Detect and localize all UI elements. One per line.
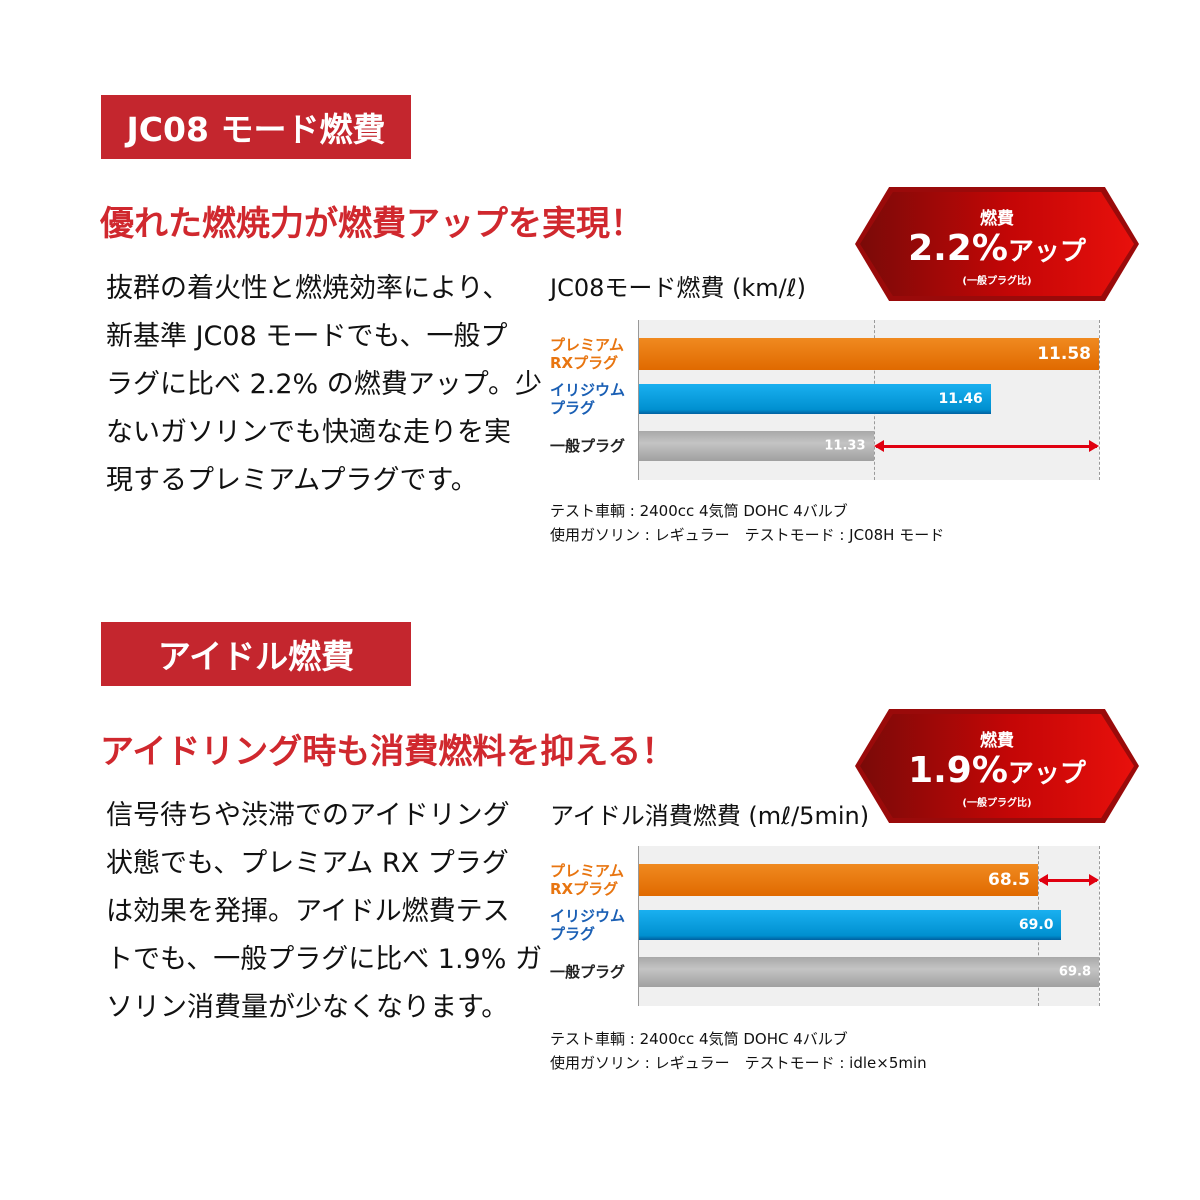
reference-line: [1099, 846, 1100, 1006]
body-line: 抜群の着火性と燃焼効率により、: [106, 273, 510, 304]
body-line: 信号待ちや渋滞でのアイドリング: [106, 800, 510, 831]
body-line: ないガソリンでも快適な走りを実: [106, 417, 511, 448]
headline: アイドリング時も消費燃料を抑える！: [100, 732, 676, 772]
bar-value-label: 69.0: [1018, 917, 1054, 933]
bar: 68.5: [639, 864, 1038, 896]
category-label: イリジウム プラグ: [550, 907, 626, 943]
badge-note: (一般プラグ比): [962, 798, 1032, 809]
headline: 優れた燃焼力が燃費アップを実現！: [100, 204, 644, 244]
body-line: 新基準 JC08 モードでも、一般プ: [106, 321, 508, 352]
plot-area: 11.58 11.46 11.33: [638, 320, 1100, 480]
body-line: 現するプレミアムプラグです。: [106, 465, 478, 496]
difference-arrow: [873, 440, 1100, 452]
test-note: 使用ガソリン : レギュラー テストモード : idle×5min: [550, 1054, 927, 1072]
badge-suffix: アップ: [1007, 759, 1086, 789]
body-line: ラグに比べ 2.2% の燃費アップ。少: [106, 369, 542, 400]
bar: 11.46: [639, 384, 991, 414]
chart-title: アイドル消費燃費 (mℓ/5min): [550, 802, 870, 830]
difference-arrow: [1037, 874, 1100, 886]
category-label: プレミアム RXプラグ: [550, 336, 624, 372]
reference-line: [1099, 320, 1100, 480]
bar: 11.33: [639, 431, 874, 461]
bar-value-label: 11.46: [938, 391, 983, 407]
badge-note: (一般プラグ比): [962, 276, 1032, 287]
plot-area: 68.5 69.0 69.8: [638, 846, 1100, 1006]
badge-suffix: アップ: [1007, 237, 1086, 267]
test-note: テスト車輌 : 2400cc 4気筒 DOHC 4バルブ: [550, 502, 848, 520]
bar-value-label: 11.33: [824, 438, 866, 454]
test-note: テスト車輌 : 2400cc 4気筒 DOHC 4バルブ: [550, 1030, 848, 1048]
bar-value-label: 68.5: [988, 870, 1030, 890]
body-text: 抜群の着火性と燃焼効率により、 新基準 JC08 モードでも、一般プ ラグに比べ…: [106, 265, 542, 505]
improvement-badge: 燃費 2.2%アップ (一般プラグ比): [855, 187, 1139, 301]
body-line: は効果を発揮。アイドル燃費テス: [106, 896, 510, 927]
section-header-idle: アイドル燃費: [101, 622, 411, 686]
category-label: 一般プラグ: [550, 963, 626, 981]
bar: 11.58: [639, 338, 1099, 370]
badge-value: 1.9%: [908, 750, 1008, 791]
category-label: プレミアム RXプラグ: [550, 862, 624, 898]
chart-title: JC08モード燃費 (km/ℓ): [550, 274, 807, 302]
body-line: トでも、一般プラグに比べ 1.9% ガ: [106, 944, 542, 975]
badge-value: 2.2%: [908, 228, 1008, 269]
section-header-jc08: JC08 モード燃費: [101, 95, 411, 159]
body-text: 信号待ちや渋滞でのアイドリング 状態でも、プレミアム RX プラグ は効果を発揮…: [106, 792, 542, 1032]
bar-value-label: 11.58: [1037, 344, 1091, 364]
bar: 69.0: [639, 910, 1062, 940]
body-line: ソリン消費量が少なくなります。: [106, 992, 509, 1023]
bar-value-label: 69.8: [1058, 964, 1091, 980]
badge-top: 燃費: [980, 731, 1014, 751]
test-note: 使用ガソリン : レギュラー テストモード : JC08H モード: [550, 526, 945, 544]
bar: 69.8: [639, 957, 1099, 987]
body-line: 状態でも、プレミアム RX プラグ: [106, 848, 509, 879]
category-label: イリジウム プラグ: [550, 381, 626, 417]
category-label: 一般プラグ: [550, 437, 626, 455]
improvement-badge: 燃費 1.9%アップ (一般プラグ比): [855, 709, 1139, 823]
badge-top: 燃費: [980, 209, 1014, 229]
